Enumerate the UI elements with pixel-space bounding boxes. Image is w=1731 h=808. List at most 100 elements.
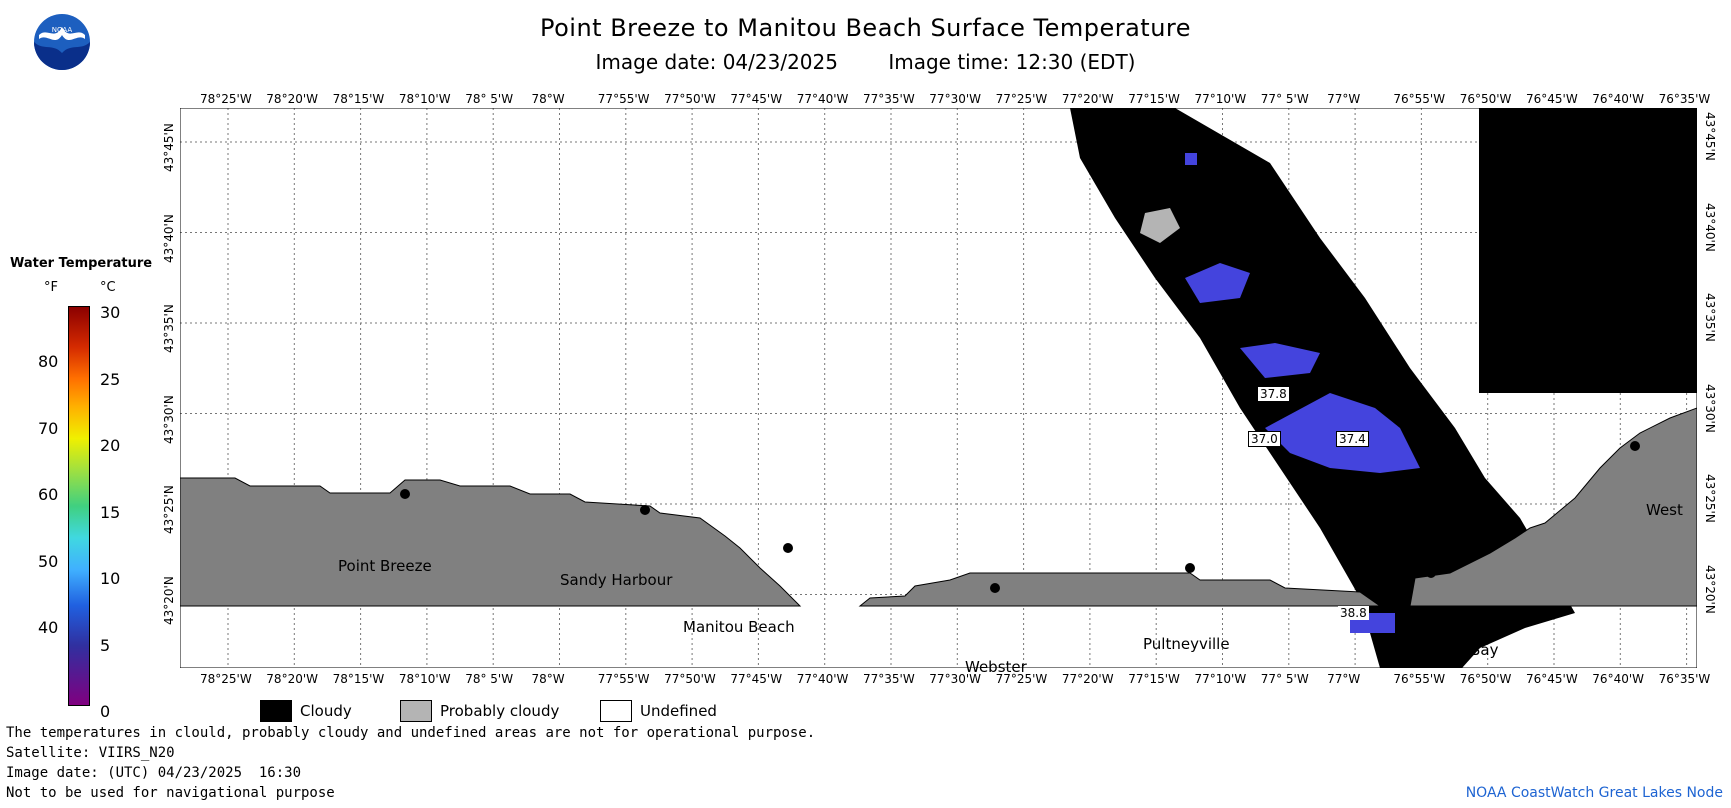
latitude-label: 43°30'N: [1703, 383, 1717, 433]
longitude-label: 77°15'W: [1128, 92, 1180, 106]
longitude-label: 77°30'W: [929, 672, 981, 686]
colorbar-f-tick: 40: [38, 618, 59, 637]
longitude-label: 77°W: [1327, 92, 1361, 106]
longitude-label: 77°45'W: [730, 672, 783, 686]
image-time: Image time: 12:30 (EDT): [888, 50, 1136, 74]
longitude-label: 78°20'W: [266, 92, 318, 106]
longitude-label: 77°15'W: [1128, 672, 1180, 686]
water-obs-ne: [1185, 153, 1197, 165]
longitude-label: 77°55'W: [597, 92, 650, 106]
colorbar-c-tick: 25: [100, 369, 121, 389]
land-east: [1409, 407, 1697, 607]
colorbar-title: Water Temperature: [10, 256, 153, 271]
colorbar-unit-f: °F: [44, 280, 58, 295]
longitude-label: 77°20'W: [1061, 92, 1114, 106]
longitude-label: 78°15'W: [332, 672, 385, 686]
longitude-label: 78°25'W: [200, 92, 252, 106]
legend-swatch-cloudy: [260, 700, 292, 722]
footer-credit[interactable]: NOAA CoastWatch Great Lakes Node: [1465, 785, 1723, 801]
longitude-label: 78°10'W: [398, 92, 451, 106]
place-label-east-bay: East Bay: [1433, 641, 1499, 659]
place-label-webster: Webster: [965, 658, 1027, 676]
footer-satellite: Satellite: VIIRS_N20: [6, 745, 175, 761]
latitude-label: 43°35'N: [1703, 293, 1717, 342]
longitude-label: 77°25'W: [995, 672, 1048, 686]
colorbar-c-tick: 30: [100, 303, 121, 322]
longitude-label: 77°45'W: [730, 92, 783, 106]
longitude-label: 77°40'W: [796, 672, 849, 686]
footer-utc-date: Image date: (UTC) 04/23/2025 16:30: [6, 765, 302, 781]
map-area[interactable]: [180, 108, 1697, 668]
colorbar-f-tick: 70: [38, 418, 59, 438]
legend-label-cloudy: Cloudy: [300, 702, 352, 720]
longitude-label: 77°50'W: [664, 92, 716, 106]
place-dot-pultneyville: [1185, 563, 1195, 573]
longitude-label: 77°20'W: [1061, 672, 1114, 686]
longitude-label: 76°35'W: [1658, 92, 1711, 106]
colorbar-c-tick: 0: [100, 702, 111, 721]
water-obs-mid: [1240, 343, 1320, 378]
longitude-label: 78° 5'W: [465, 92, 514, 106]
longitude-label: 78° 5'W: [465, 672, 514, 686]
longitude-label: 78°W: [531, 92, 565, 106]
noaa-logo-text: NOAA: [52, 26, 73, 34]
longitude-label: 76°55'W: [1393, 672, 1446, 686]
footer-nav-warning: Not to be used for navigational purpose: [6, 785, 335, 801]
probably-cloudy-region: [1140, 208, 1180, 243]
water-obs-north: [1185, 263, 1250, 303]
noaa-logo-icon: NOAA: [34, 14, 90, 70]
colorbar-c-tick: 15: [100, 502, 121, 522]
legend-swatch-probably-cloudy: [400, 700, 432, 722]
longitude-label: 76°50'W: [1459, 92, 1512, 106]
legend-swatch-undefined: [600, 700, 632, 722]
temp-label: 37.0: [1248, 431, 1281, 447]
cloud-block-east: [1479, 108, 1697, 393]
page-title: Point Breeze to Manitou Beach Surface Te…: [539, 14, 1192, 42]
latitude-label: 43°40'N: [162, 213, 176, 263]
longitude-label: 77°55'W: [597, 672, 650, 686]
place-dot-point-breeze: [400, 489, 410, 499]
longitude-label: 78°25'W: [200, 672, 252, 686]
longitude-label: 76°55'W: [1393, 92, 1446, 106]
longitude-label: 77°10'W: [1194, 672, 1247, 686]
latitude-label: 43°25'N: [162, 485, 176, 534]
longitude-label: 77°10'W: [1194, 92, 1247, 106]
longitude-label: 77°50'W: [664, 672, 716, 686]
place-label-pultneyville: Pultneyville: [1143, 635, 1230, 653]
place-dot-west: [1630, 441, 1640, 451]
longitude-label: 76°40'W: [1592, 92, 1644, 106]
longitude-label: 77° 5'W: [1260, 92, 1309, 106]
place-dot-manitou-beach: [783, 543, 793, 553]
place-label-west: West: [1646, 501, 1683, 519]
colorbar-c-tick: 5: [100, 635, 111, 655]
longitude-label: 78°15'W: [332, 92, 385, 106]
longitude-label: 78°10'W: [398, 672, 451, 686]
longitude-label: 77°30'W: [929, 92, 981, 106]
longitude-label: 76°50'W: [1459, 672, 1512, 686]
place-label-manitou-beach: Manitou Beach: [683, 618, 795, 636]
latitude-label: 43°20'N: [1703, 564, 1717, 614]
latitude-label: 43°30'N: [162, 394, 176, 444]
cloud-region: [1070, 108, 1575, 668]
latitude-label: 43°25'N: [1703, 474, 1717, 523]
image-date: Image date: 04/23/2025: [595, 50, 838, 74]
colorbar-f-tick: 80: [38, 352, 59, 371]
longitude-label: 76°35'W: [1658, 672, 1711, 686]
latitude-label: 43°40'N: [1703, 202, 1717, 252]
image-datetime: Image date: 04/23/2025 Image time: 12:30…: [0, 50, 1731, 74]
longitude-label: 77°W: [1327, 672, 1361, 686]
longitude-label: 77°35'W: [863, 672, 915, 686]
cloud-swath: [1070, 108, 1697, 668]
colorbar-gradient: [68, 306, 90, 706]
place-dot-sandy-harbour: [640, 505, 650, 515]
colorbar-f-tick: 60: [38, 485, 59, 504]
place-dot-east-bay: [1426, 568, 1436, 578]
place-label-point-breeze: Point Breeze: [338, 557, 432, 575]
legend-label-undefined: Undefined: [640, 702, 717, 720]
latitude-label: 43°35'N: [162, 304, 176, 353]
longitude-label: 78°20'W: [266, 672, 318, 686]
legend-label-probably-cloudy: Probably cloudy: [440, 702, 560, 720]
longitude-label: 76°40'W: [1592, 672, 1644, 686]
colorbar-c-tick: 10: [100, 569, 121, 588]
